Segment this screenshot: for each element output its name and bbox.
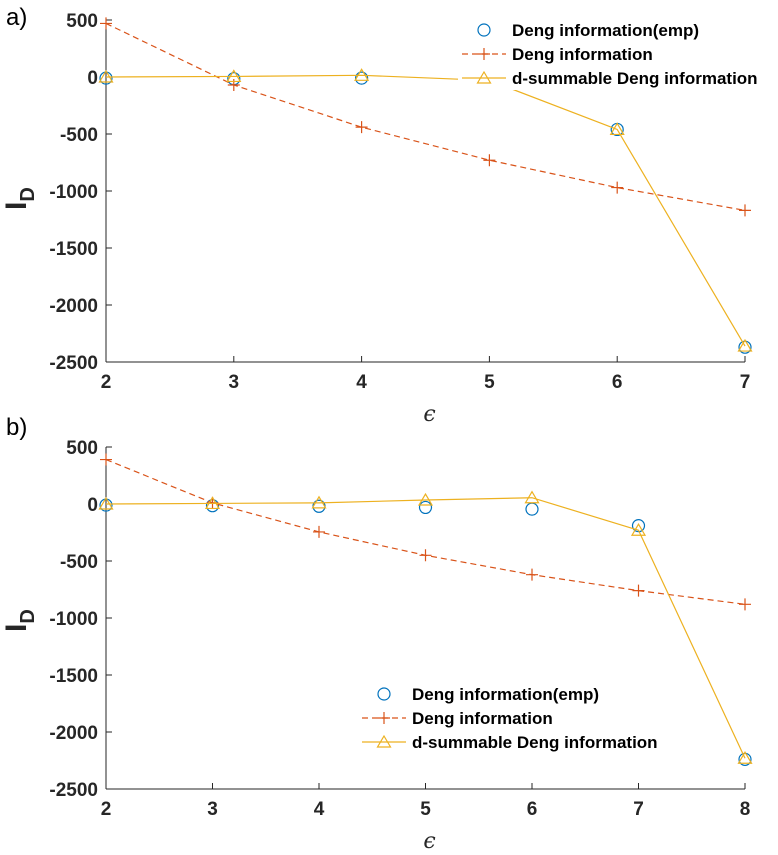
x-tick-label: 8 (740, 799, 751, 820)
y-tick-label: -1000 (49, 182, 98, 203)
legend-marker (377, 687, 391, 701)
data-point (526, 568, 538, 581)
data-point (226, 69, 242, 83)
data-point (313, 525, 325, 538)
data-point (355, 71, 369, 85)
panel-a-label: a) (6, 4, 28, 31)
legend-entry: Deng information(emp) (412, 685, 599, 704)
series-1 (100, 453, 751, 611)
y-tick-label: -2000 (49, 723, 98, 744)
data-point (204, 496, 221, 510)
legend-entry: Deng information (412, 709, 553, 728)
y-axis-label: ID (0, 609, 39, 632)
data-point (631, 519, 646, 533)
y-tick-label: 500 (66, 438, 98, 459)
data-point (737, 338, 753, 352)
x-axis-label: ϵ (423, 829, 435, 854)
legend: Deng information(emp) Deng information d-s… (458, 16, 758, 90)
y-tick-label: -2500 (49, 780, 98, 801)
legend: Deng information(emp) Deng information d-s… (362, 685, 658, 752)
data-point (632, 584, 645, 597)
x-tick-label: 6 (527, 799, 538, 820)
data-point (630, 523, 647, 536)
data-point (525, 502, 539, 516)
data-point (739, 204, 751, 217)
data-point (354, 68, 370, 81)
data-point (419, 549, 432, 562)
legend-entry: d-summable Deng information (512, 69, 758, 88)
y-axis-label: ID (0, 187, 39, 210)
legend-entry: Deng information (512, 45, 653, 64)
series-1 (100, 17, 751, 217)
panel-b-label: b) (6, 414, 28, 441)
y-tick-label: -2000 (49, 296, 98, 317)
y-tick-label: 0 (87, 495, 98, 516)
legend-marker (478, 48, 490, 60)
y-tick-label: -1500 (49, 239, 98, 260)
data-point (98, 69, 114, 83)
x-tick-label: 4 (356, 372, 367, 393)
data-point (227, 78, 240, 91)
legend-entry: Deng information(emp) (512, 21, 699, 40)
legend-marker (477, 23, 491, 37)
data-point (417, 492, 434, 506)
data-point (483, 154, 496, 167)
x-tick-label: 2 (101, 372, 112, 393)
data-point (611, 181, 624, 194)
series-2 (98, 490, 753, 764)
y-tick-label: 0 (87, 68, 98, 89)
data-point (100, 453, 112, 466)
data-point (312, 499, 326, 513)
data-point (311, 495, 327, 509)
x-tick-label: 5 (484, 372, 495, 393)
legend-marker (476, 70, 492, 84)
series-line (105, 74, 746, 347)
legend-marker (378, 712, 390, 724)
y-tick-label: 500 (66, 11, 98, 32)
x-axis-label: ϵ (423, 402, 435, 427)
series-2 (98, 68, 753, 352)
x-tick-label: 4 (314, 799, 325, 820)
y-tick-label: -500 (60, 125, 98, 146)
data-point (737, 751, 753, 764)
series-line (105, 22, 746, 211)
x-tick-label: 7 (740, 372, 751, 393)
x-tick-label: 7 (633, 799, 644, 820)
data-point (355, 121, 368, 134)
series-line (105, 458, 746, 605)
x-tick-label: 5 (420, 799, 431, 820)
x-tick-label: 6 (612, 372, 623, 393)
data-point (739, 598, 751, 611)
x-tick-label: 2 (101, 799, 112, 820)
y-tick-label: -1500 (49, 666, 98, 687)
y-tick-label: -1000 (49, 609, 98, 630)
data-point (98, 496, 114, 510)
legend-entry: d-summable Deng information (412, 733, 658, 752)
data-point (524, 490, 540, 504)
series-line (105, 497, 746, 759)
legend-marker (376, 734, 392, 748)
y-tick-label: -500 (60, 552, 98, 573)
x-tick-label: 3 (229, 372, 240, 393)
data-point (418, 500, 433, 515)
data-point (100, 17, 112, 30)
data-point (609, 122, 625, 136)
legend-box (458, 16, 748, 90)
series-0 (99, 71, 752, 354)
y-tick-label: -2500 (49, 353, 98, 374)
x-tick-label: 3 (207, 799, 218, 820)
